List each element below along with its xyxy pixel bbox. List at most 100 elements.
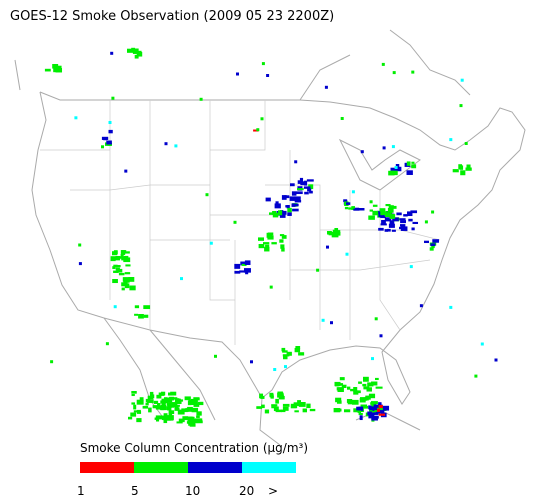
smoke-pixel: [363, 386, 370, 390]
smoke-pixel: [294, 196, 301, 201]
smoke-pixel: [138, 314, 144, 319]
smoke-pixel: [142, 405, 149, 409]
smoke-pixel: [371, 415, 378, 421]
smoke-pixel: [272, 212, 279, 218]
smoke-pixel: [113, 305, 117, 309]
smoke-pixel: [258, 244, 265, 249]
smoke-pixel: [365, 395, 371, 400]
legend-swatch: [134, 462, 188, 473]
smoke-pixel: [260, 395, 265, 399]
smoke-pixel: [145, 398, 151, 403]
smoke-pixel: [181, 408, 188, 413]
smoke-pixel: [132, 51, 138, 54]
smoke-pixel: [157, 403, 161, 408]
smoke-pixel: [278, 395, 285, 400]
smoke-pixel: [292, 208, 299, 212]
smoke-pixel: [117, 268, 123, 273]
smoke-pixel: [161, 391, 166, 396]
smoke-pixel: [269, 212, 275, 215]
smoke-pixel: [121, 282, 128, 287]
smoke-pixel: [480, 342, 484, 346]
smoke-pixel: [316, 268, 320, 272]
smoke-pixel: [359, 415, 363, 421]
smoke-pixel: [411, 161, 415, 164]
smoke-pixel: [367, 382, 374, 387]
smoke-pixel: [214, 354, 217, 358]
smoke-pixel: [111, 96, 115, 100]
smoke-pixel: [159, 416, 164, 419]
smoke-pixel: [382, 146, 386, 150]
smoke-pixel: [368, 393, 376, 399]
smoke-pixel: [261, 404, 265, 409]
smoke-pixel: [275, 201, 279, 205]
smoke-pixel: [196, 411, 202, 416]
smoke-pixel: [360, 397, 366, 400]
smoke-pixel: [129, 285, 136, 291]
smoke-pixel: [380, 209, 384, 214]
smoke-pixel: [385, 212, 392, 218]
smoke-pixel: [408, 218, 413, 222]
smoke-pixel: [350, 388, 355, 392]
smoke-pixel: [334, 384, 339, 387]
smoke-pixel: [134, 313, 139, 316]
smoke-pixel: [306, 179, 314, 182]
smoke-pixel: [199, 97, 203, 101]
smoke-pixel: [184, 396, 191, 401]
smoke-pixel: [234, 270, 241, 274]
smoke-pixel: [153, 400, 159, 404]
smoke-pixel: [340, 117, 344, 120]
smoke-pixel: [154, 417, 159, 420]
smoke-pixel: [136, 399, 144, 405]
smoke-pixel: [193, 397, 200, 401]
smoke-pixel: [123, 257, 131, 263]
smoke-pixel: [358, 381, 362, 384]
smoke-pixel: [327, 231, 333, 235]
smoke-pixel: [136, 418, 142, 423]
smoke-pixel: [378, 402, 382, 407]
smoke-pixel: [344, 409, 351, 413]
smoke-pixel: [362, 383, 367, 387]
smoke-pixel: [412, 221, 419, 225]
smoke-pixel: [360, 404, 368, 409]
smoke-pixel: [101, 145, 104, 149]
smoke-pixel: [326, 245, 329, 249]
smoke-pixel: [291, 203, 296, 207]
smoke-pixel: [345, 252, 349, 256]
smoke-pixel: [134, 305, 140, 309]
smoke-pixel: [431, 246, 435, 249]
smoke-pixel: [282, 406, 289, 411]
smoke-pixel: [307, 188, 312, 192]
smoke-pixel: [187, 400, 192, 406]
smoke-pixel: [304, 191, 309, 195]
smoke-pixel: [309, 408, 316, 412]
smoke-pixel: [348, 207, 354, 210]
smoke-pixel: [143, 305, 151, 310]
smoke-pixel: [176, 421, 183, 424]
smoke-pixel: [166, 402, 171, 406]
smoke-pixel: [339, 377, 345, 381]
smoke-pixel: [269, 394, 274, 398]
smoke-pixel: [369, 200, 373, 204]
smoke-pixel: [267, 234, 272, 238]
smoke-pixel: [379, 334, 383, 338]
smoke-pixel: [298, 403, 306, 407]
smoke-pixel: [391, 214, 396, 219]
smoke-pixel: [124, 272, 131, 275]
smoke-pixel: [117, 265, 121, 268]
smoke-pixel: [377, 408, 381, 412]
smoke-pixel: [294, 410, 299, 413]
smoke-pixel: [164, 142, 168, 146]
smoke-pixel: [294, 160, 298, 164]
smoke-pixel: [333, 408, 341, 413]
smoke-pixel: [74, 116, 78, 120]
smoke-pixel: [55, 68, 63, 73]
smoke-pixel: [131, 402, 136, 405]
smoke-pixel: [271, 404, 278, 407]
smoke-pixel: [390, 170, 398, 176]
smoke-pixel: [294, 203, 299, 207]
smoke-pixel: [430, 243, 436, 247]
smoke-pixel: [191, 398, 198, 403]
smoke-pixel: [424, 240, 429, 244]
smoke-pixel: [128, 416, 133, 420]
smoke-pixel: [287, 212, 292, 216]
